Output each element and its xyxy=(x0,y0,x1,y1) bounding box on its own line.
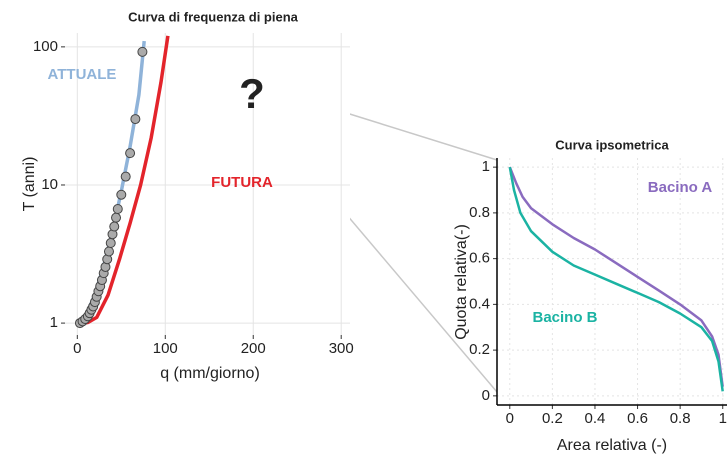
x-tick-label: 1 xyxy=(719,410,727,427)
y-axis-label: T (anni) xyxy=(21,157,38,212)
y-tick-label: 1 xyxy=(482,158,490,175)
series-label: FUTURA xyxy=(211,174,273,191)
data-point xyxy=(117,190,126,199)
y-tick-label: 10 xyxy=(41,176,58,193)
series-label: Bacino B xyxy=(532,309,597,326)
data-point xyxy=(121,172,130,181)
y-tick-label: 0.2 xyxy=(469,341,490,358)
data-point xyxy=(104,247,113,256)
data-point xyxy=(112,213,121,222)
data-point xyxy=(126,149,135,158)
x-tick-label: 100 xyxy=(153,340,178,357)
data-point xyxy=(131,115,140,124)
chart-title: Curva ipsometrica xyxy=(555,137,669,152)
x-tick-label: 0 xyxy=(506,410,514,427)
y-tick-label: 0.4 xyxy=(469,295,490,312)
x-tick-label: 0.6 xyxy=(627,410,648,427)
x-axis-label: q (mm/giorno) xyxy=(160,365,260,382)
y-tick-label: 0 xyxy=(482,387,490,404)
x-axis-label: Area relativa (-) xyxy=(557,437,667,454)
x-tick-label: 0.2 xyxy=(542,410,563,427)
x-tick-label: 0 xyxy=(73,340,81,357)
data-point xyxy=(113,205,122,214)
x-tick-label: 200 xyxy=(241,340,266,357)
chart-1: 0 0.2 0.4 0.6 0.8 1 0 0.2 0.4 0.6 0.8 1 Curva ipsome… xyxy=(453,137,727,454)
x-tick-label: 0.4 xyxy=(585,410,606,427)
chart-0: 0 100 200 300 1 10 100 Curva di frequenza di pi… xyxy=(21,9,354,382)
y-tick-label: 100 xyxy=(33,38,58,55)
chart-title: Curva di frequenza di piena xyxy=(128,9,299,24)
y-tick-label: 0.6 xyxy=(469,250,490,267)
y-tick-label: 1 xyxy=(50,314,58,331)
annotation: ? xyxy=(239,70,265,117)
x-tick-label: 300 xyxy=(329,340,354,357)
y-tick-label: 0.8 xyxy=(469,204,490,221)
data-point xyxy=(106,239,115,248)
data-point xyxy=(138,47,147,56)
data-point xyxy=(110,222,119,231)
series-label: ATTUALE xyxy=(48,66,117,83)
y-axis-label: Quota relativa(-) xyxy=(453,224,470,340)
series-label: Bacino A xyxy=(648,179,713,196)
infographic: °C ! 0100200300110100Curva di frequenza … xyxy=(0,0,727,456)
x-tick-label: 0.8 xyxy=(670,410,691,427)
